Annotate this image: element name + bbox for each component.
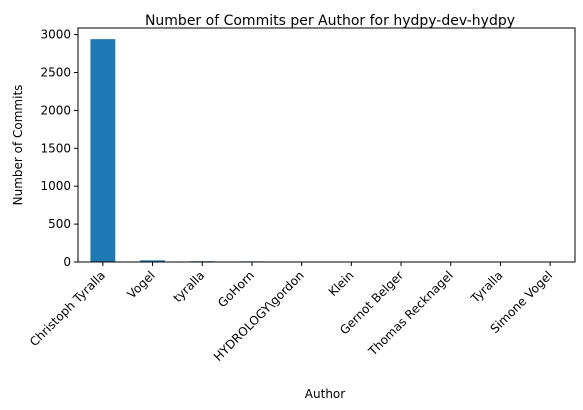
chart-title: Number of Commits per Author for hydpy-d… [145,13,515,29]
y-axis-ticks: 0 500 1000 1500 2000 2500 3000 [40,28,78,269]
x-axis-ticks: Christoph Tyralla Vogel tyralla GoHornHYDRO… [27,262,555,364]
x-tick-label-4: HYDROLOGY\gordon [211,268,307,364]
y-tick-label-1: 500 [48,217,71,231]
y-tick-label-2: 1000 [40,179,71,193]
x-tick-label-2: tyralla [171,268,208,305]
x-axis-label: Author [305,387,345,401]
y-tick-label-6: 3000 [40,28,71,42]
y-tick-label-4: 2000 [40,103,71,117]
bar-0 [90,39,116,263]
x-tick-label-7: Thomas Recknagel [365,268,456,359]
y-axis-label: Number of Commits [11,85,25,206]
x-tick-label-3: GoHorn [215,268,257,310]
y-tick-label-5: 2500 [40,65,71,79]
x-tick-label-1: Vogel [124,268,157,301]
x-tick-label-5: Klein [326,268,357,299]
bars-group [90,39,563,263]
x-tick-label-8: Tyralla [467,268,505,306]
x-tick-label-0: Christoph Tyralla [27,268,108,349]
bar-1 [140,260,165,262]
plot-frame [77,27,576,263]
y-tick-label-3: 1500 [40,141,71,155]
y-tick-label-0: 0 [63,255,71,269]
